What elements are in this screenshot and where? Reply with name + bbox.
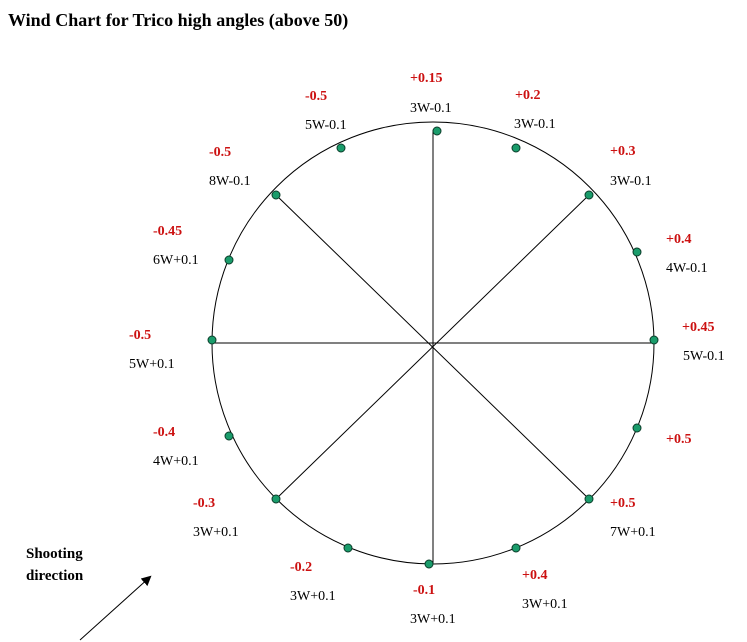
wind-point-marker [511,543,521,553]
wind-point-value: -0.5 [305,89,327,104]
shooting-direction-label-line1: Shooting [26,546,83,562]
wind-point-correction: 3W-0.1 [410,101,452,116]
wind-point-value: +0.4 [522,568,547,583]
wind-point-value: +0.15 [410,71,442,86]
chart-title: Wind Chart for Trico high angles (above … [8,10,348,31]
wind-point-marker [224,255,234,265]
wind-point-marker [271,494,281,504]
wind-point-value: -0.45 [153,224,182,239]
wind-point-marker [271,190,281,200]
spoke-diagonal-nw-se [275,194,590,500]
shooting-direction-arrow-icon [79,575,152,641]
wind-point-correction: 3W-0.1 [610,174,652,189]
wind-point-correction: 3W+0.1 [193,525,239,540]
wind-point-marker [336,143,346,153]
wind-point-correction: 7W+0.1 [610,525,656,540]
wind-point-value: -0.5 [129,328,151,343]
wind-point-value: +0.5 [610,496,635,511]
wind-point-correction: 5W-0.1 [305,118,347,133]
wind-point-correction: 6W+0.1 [153,253,199,268]
wind-point-correction: 3W+0.1 [522,597,568,612]
wind-point-marker [432,126,442,136]
wind-point-value: -0.1 [413,583,435,598]
wind-point-correction: 4W-0.1 [666,261,708,276]
wind-point-correction: 5W-0.1 [683,349,725,364]
wind-point-marker [224,431,234,441]
wind-point-marker [511,143,521,153]
wind-point-correction: 5W+0.1 [129,357,175,372]
wind-point-value: +0.5 [666,432,691,447]
wind-point-value: +0.2 [515,88,540,103]
wind-point-marker [584,494,594,504]
wind-point-value: -0.3 [193,496,215,511]
wind-point-correction: 3W+0.1 [290,589,336,604]
wind-point-value: -0.5 [209,145,231,160]
wind-point-correction: 8W-0.1 [209,174,251,189]
wind-point-value: -0.4 [153,425,175,440]
wind-point-correction: 4W+0.1 [153,454,199,469]
wind-point-marker [632,247,642,257]
shooting-direction-label-line2: direction [26,568,84,584]
wind-point-correction: 3W+0.1 [410,612,456,627]
wind-point-marker [424,559,434,569]
wind-point-correction: 3W-0.1 [514,117,556,132]
wind-point-value: -0.2 [290,560,312,575]
wind-point-marker [584,190,594,200]
wind-point-value: +0.4 [666,232,691,247]
wind-point-value: +0.45 [682,320,714,335]
wind-point-marker [207,335,217,345]
wind-points: +0.15 3W-0.1 +0.2 3W-0.1 +0.3 3W-0.1 +0.4 4W-0.… [129,71,725,627]
wind-point-value: +0.3 [610,144,635,159]
wind-point-marker [632,423,642,433]
wind-point-marker [343,543,353,553]
wind-point-marker [649,335,659,345]
